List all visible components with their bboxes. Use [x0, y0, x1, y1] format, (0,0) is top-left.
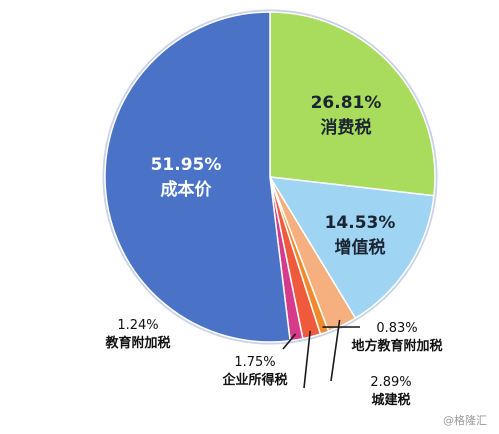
leader-line	[282, 333, 297, 350]
slice-labels: 26.81% 消费税 14.53% 增值税 2.89% 城建税 0.83% 地方教育附加税 1.…	[104, 93, 442, 408]
pie-rim	[102, 9, 438, 345]
slice-value-label: 0.83%	[376, 321, 417, 336]
slice-value-label: 51.95%	[151, 155, 222, 175]
slice-name-label: 教育附加税	[104, 335, 170, 351]
leader-lines	[282, 319, 361, 389]
pie-slice	[269, 11, 436, 197]
slice-value-label: 14.53%	[325, 213, 396, 233]
slice-name-label: 地方教育附加税	[351, 338, 442, 354]
slice-name-label: 增值税	[335, 237, 386, 258]
slice-name-label: 成本价	[161, 179, 213, 200]
leader-line	[303, 330, 311, 389]
slice-name-label: 消费税	[321, 117, 372, 138]
watermark: @格隆汇	[443, 414, 487, 427]
pie-slice	[104, 11, 292, 343]
slice-value-label: 2.89%	[370, 375, 411, 390]
pie-slice	[268, 176, 435, 320]
slice-value-label: 1.24%	[117, 318, 158, 333]
slice-value-label: 26.81%	[311, 93, 382, 113]
leader-line	[330, 319, 341, 382]
slice-value-label: 1.75%	[234, 355, 275, 370]
pie-slices	[104, 11, 436, 343]
slice-name-label: 企业所得税	[221, 372, 287, 388]
slice-name-label: 城建税	[371, 392, 410, 408]
